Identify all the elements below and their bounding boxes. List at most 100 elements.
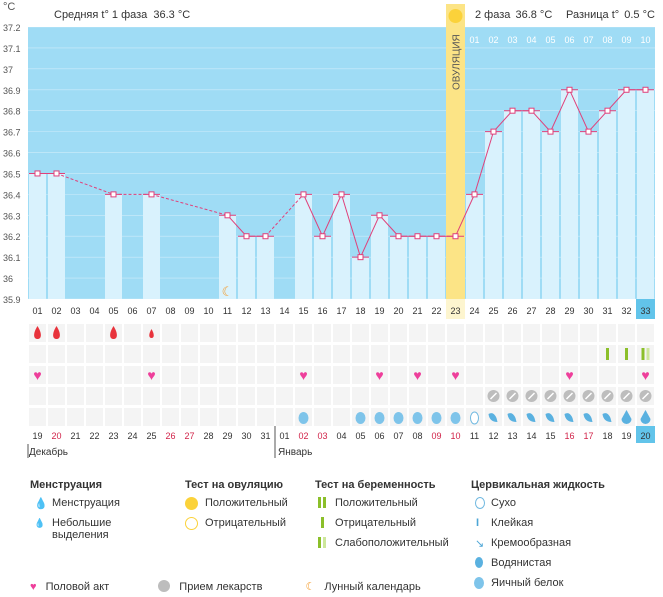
marker-cell bbox=[542, 345, 559, 363]
marker-cell bbox=[276, 408, 293, 426]
marker-cell bbox=[333, 366, 350, 384]
cycle-day-label: 12 bbox=[241, 306, 251, 316]
y-tick-label: 36.3 bbox=[3, 211, 21, 221]
marker-cell bbox=[333, 408, 350, 426]
marker-cell bbox=[485, 324, 502, 342]
marker-cell bbox=[162, 366, 179, 384]
ovulation-positive-icon bbox=[448, 9, 463, 23]
temperature-bar bbox=[504, 110, 521, 299]
legend-item: Отрицательный bbox=[205, 517, 286, 529]
temperature-point bbox=[357, 254, 364, 261]
marker-cell bbox=[67, 324, 84, 342]
phase2-value: 36.8 °C bbox=[515, 9, 553, 21]
marker-cell bbox=[124, 345, 141, 363]
marker-cell bbox=[86, 366, 103, 384]
y-tick-label: 37.2 bbox=[3, 23, 21, 33]
ovulation-negative-icon bbox=[185, 517, 198, 530]
temperature-gap-line bbox=[151, 193, 228, 216]
legend-item: Кремообразная bbox=[491, 537, 572, 549]
marker-cell bbox=[390, 324, 407, 342]
marker-cell bbox=[29, 366, 46, 384]
legend-item: Положительный bbox=[335, 497, 418, 509]
marker-cell bbox=[333, 324, 350, 342]
marker-cell bbox=[276, 387, 293, 405]
cycle-day-label: 20 bbox=[393, 306, 403, 316]
temperature-line bbox=[550, 89, 570, 132]
cycle-day-label: 14 bbox=[279, 306, 289, 316]
test-faint-icon bbox=[641, 348, 645, 360]
marker-cell bbox=[409, 324, 426, 342]
marker-cell bbox=[428, 366, 445, 384]
legend-item: Отрицательный bbox=[335, 517, 416, 529]
marker-cell bbox=[428, 345, 445, 363]
watery-icon bbox=[640, 410, 651, 424]
y-tick-label: 37 bbox=[3, 65, 13, 75]
temperature-bar bbox=[105, 194, 122, 299]
marker-cell bbox=[86, 408, 103, 426]
temperature-bar bbox=[238, 236, 255, 299]
creamy-icon bbox=[545, 413, 555, 422]
legend-item: Прием лекарств bbox=[179, 581, 263, 593]
date-label: 10 bbox=[450, 431, 460, 441]
date-label: 30 bbox=[241, 431, 251, 441]
x-axis-band bbox=[28, 299, 655, 319]
y-tick-label: 36.1 bbox=[3, 253, 21, 263]
cycle-day-label: 07 bbox=[146, 306, 156, 316]
marker-cell bbox=[257, 408, 274, 426]
marker-cell bbox=[295, 324, 312, 342]
cycle-day-label: 17 bbox=[336, 306, 346, 316]
temperature-bar bbox=[333, 194, 350, 299]
temperature-point bbox=[395, 233, 402, 240]
heart-icon: ♥ bbox=[375, 367, 383, 383]
date-label: 05 bbox=[355, 431, 365, 441]
date-label: 06 bbox=[374, 431, 384, 441]
marker-cell bbox=[561, 366, 578, 384]
temperature-bar bbox=[561, 89, 578, 300]
diff-value: 0.5 °C bbox=[624, 9, 655, 21]
creamy-icon bbox=[583, 413, 593, 422]
marker-cell bbox=[105, 345, 122, 363]
marker-cell bbox=[314, 324, 331, 342]
temperature-bar bbox=[352, 257, 369, 299]
temperature-point bbox=[547, 128, 554, 135]
marker-cell bbox=[143, 366, 160, 384]
phase2-day-label: 08 bbox=[602, 35, 612, 45]
ovulation-axis-cell bbox=[446, 299, 465, 319]
marker-cell bbox=[618, 366, 635, 384]
marker-cell bbox=[67, 345, 84, 363]
cycle-day-label: 29 bbox=[564, 306, 574, 316]
marker-cell bbox=[238, 366, 255, 384]
temperature-line bbox=[474, 131, 494, 195]
marker-cell bbox=[238, 345, 255, 363]
egg-white-icon bbox=[355, 412, 366, 424]
marker-cell bbox=[29, 345, 46, 363]
date-label: 18 bbox=[602, 431, 612, 441]
marker-cell bbox=[162, 387, 179, 405]
marker-cell bbox=[352, 324, 369, 342]
temperature-bar bbox=[523, 110, 540, 299]
marker-cell bbox=[48, 408, 65, 426]
marker-cell bbox=[124, 324, 141, 342]
marker-cell bbox=[447, 345, 464, 363]
marker-cell bbox=[390, 366, 407, 384]
creamy-icon bbox=[526, 413, 536, 422]
egg-white-icon bbox=[474, 577, 484, 589]
heart-icon: ♥ bbox=[451, 367, 459, 383]
temperature-point bbox=[623, 86, 630, 93]
marker-cell bbox=[238, 324, 255, 342]
date-label: 16 bbox=[564, 431, 574, 441]
marker-cell bbox=[181, 345, 198, 363]
egg-white-icon bbox=[298, 412, 309, 424]
temperature-bar bbox=[371, 215, 388, 299]
y-tick-label: 35.9 bbox=[3, 295, 21, 305]
phase2-day-label: 09 bbox=[621, 35, 631, 45]
marker-cell bbox=[314, 345, 331, 363]
cycle-day-label: 06 bbox=[127, 306, 137, 316]
date-label: 04 bbox=[336, 431, 346, 441]
temperature-point bbox=[148, 191, 155, 198]
cycle-day-label: 10 bbox=[203, 306, 213, 316]
date-label: 28 bbox=[203, 431, 213, 441]
ovulation-positive-icon bbox=[185, 497, 198, 510]
date-label: 11 bbox=[470, 431, 479, 441]
cycle-day-label: 13 bbox=[260, 306, 270, 316]
